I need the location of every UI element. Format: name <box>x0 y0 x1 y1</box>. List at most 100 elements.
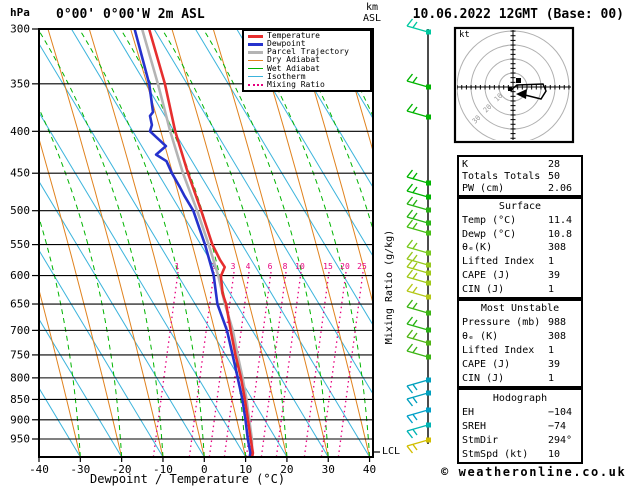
hodograph-ring-label: 20 <box>482 103 494 115</box>
panel-row-value: 11.4 <box>548 215 573 227</box>
panel-row-label: CIN (J) <box>462 372 505 384</box>
panel-row: EH −104 <box>462 407 578 418</box>
legend-swatch-solid <box>248 59 263 61</box>
wind-barb <box>406 329 431 346</box>
mixing-ratio-label: 20 <box>340 262 350 271</box>
panel-row-label: PW (cm) <box>462 182 505 194</box>
panel-row-value: 1 <box>548 344 555 356</box>
panel-row-label: θₑ(K) <box>462 242 493 254</box>
legend-row: Mixing Ratio <box>248 80 370 89</box>
temperature-tick-label: -20 <box>112 463 132 476</box>
mixing-ratio-line <box>245 271 272 457</box>
wind-barb <box>406 18 431 35</box>
panel-row-label: StmDir <box>462 434 499 446</box>
mixing-ratio-label: 3 <box>231 262 236 271</box>
temperature-tick-label: 40 <box>363 463 376 476</box>
wind-barb <box>406 316 431 333</box>
panel-row-value: 308 <box>548 331 567 343</box>
panel-row-value: 10 <box>548 448 561 460</box>
legend-row: Isotherm <box>248 72 370 81</box>
isotherm-line <box>318 29 373 120</box>
mixing-ratio-label: 8 <box>283 262 288 271</box>
pressure-tick-label: 400 <box>10 125 30 138</box>
hodograph-unit-label: kt <box>459 30 470 40</box>
panel-row: CIN (J) 1 <box>462 373 578 384</box>
altitude-unit-asl: ASL <box>363 13 382 24</box>
legend-label: Dry Adiabat <box>267 55 320 65</box>
temperature-tick-label: 20 <box>280 463 293 476</box>
wind-barb <box>406 390 431 407</box>
isotherm-line <box>39 42 288 457</box>
panel-row-label: Lifted Index <box>462 344 535 356</box>
pressure-unit-label: hPa <box>10 6 30 19</box>
panel-row-value: 2.06 <box>548 182 573 194</box>
hodograph-trace <box>510 83 547 100</box>
dry-adiabat-line <box>88 29 205 457</box>
isotherm-line <box>39 111 247 457</box>
panel-row-label: StmSpd (kt) <box>462 448 529 460</box>
mixing-ratio-line <box>275 271 302 457</box>
panel-row-label: SREH <box>462 420 487 432</box>
panel-row-value: 39 <box>548 358 561 370</box>
temperature-tick-label: 0 <box>201 463 208 476</box>
wind-barb <box>406 343 431 360</box>
wind-barb <box>406 73 431 90</box>
panel-row: θₑ (K) 308 <box>462 331 578 342</box>
panel-row: CAPE (J) 39 <box>462 359 578 370</box>
wet-adiabat-line <box>39 29 164 457</box>
panel-title: Hodograph <box>492 392 548 404</box>
legend-row: Wet Adiabat <box>248 63 370 73</box>
panel-row: Totals Totals 50 <box>462 171 578 182</box>
panel-row: PW (cm) 2.06 <box>462 183 578 194</box>
legend-swatch-solid <box>248 76 263 78</box>
mixing-ratio-label: 4 <box>246 262 251 271</box>
isotherm-line <box>236 29 373 258</box>
isotherm-line <box>112 29 370 457</box>
x-axis-title: Dewpoint / Temperature (°C) <box>90 472 286 486</box>
wind-barb <box>406 407 431 424</box>
wind-barb <box>406 196 431 213</box>
profile-temperature <box>147 29 255 457</box>
legend-label: Dewpoint <box>267 39 306 49</box>
dry-adiabat-line <box>171 29 288 457</box>
wind-barb <box>406 239 431 256</box>
wind-barb <box>406 377 431 394</box>
panel-row: θₑ(K) 308 <box>462 242 578 253</box>
wet-adiabat-line <box>78 29 205 457</box>
wet-adiabat-line <box>244 29 371 457</box>
mixing-ratio-line <box>260 271 287 457</box>
legend-label: Wet Adiabat <box>267 63 320 73</box>
wind-barb <box>406 219 431 236</box>
data-panel-indices: K 28 Totals Totals 50 PW (cm) 2.06 <box>457 155 583 197</box>
panel-row-value: 294° <box>548 434 573 446</box>
isotherm-line <box>39 318 123 457</box>
legend-swatch-solid <box>248 42 263 46</box>
mixing-ratio-line <box>188 271 215 457</box>
plot-area: 1 2 3 4 6 8 10 15 20 25 <box>39 29 373 457</box>
pressure-tick-label: 800 <box>10 371 30 384</box>
wind-barb <box>406 251 431 268</box>
panel-row-label: θₑ (K) <box>462 331 499 343</box>
dry-adiabat-line <box>130 29 247 457</box>
pressure-tick-label: 850 <box>10 393 30 406</box>
panel-row-value: 988 <box>548 317 567 329</box>
wind-barb <box>406 103 431 120</box>
panel-row-label: CIN (J) <box>462 283 505 295</box>
hodograph-trace-arrow <box>516 89 527 99</box>
panel-row-label: Lifted Index <box>462 256 535 268</box>
mixing-ratio-line <box>223 271 250 457</box>
panel-row: StmDir 294° <box>462 435 578 446</box>
pressure-tick-label: 450 <box>10 167 30 180</box>
mixing-ratio-label: 10 <box>295 262 305 271</box>
mixing-ratio-label: 1 <box>175 262 180 271</box>
panel-row-value: 10.8 <box>548 228 573 240</box>
panel-title: Surface <box>498 201 542 213</box>
panel-row: CAPE (J) 39 <box>462 270 578 281</box>
station-title: 0°00' 0°00'W 2m ASL <box>56 7 205 22</box>
panel-row-value: 308 <box>548 242 567 254</box>
run-date-title: 10.06.2022 12GMT (Base: 00) <box>412 7 624 22</box>
data-panel-hodograph: Hodograph EH −104 SREH −74 StmDir 294° StmSpd (… <box>457 388 583 464</box>
